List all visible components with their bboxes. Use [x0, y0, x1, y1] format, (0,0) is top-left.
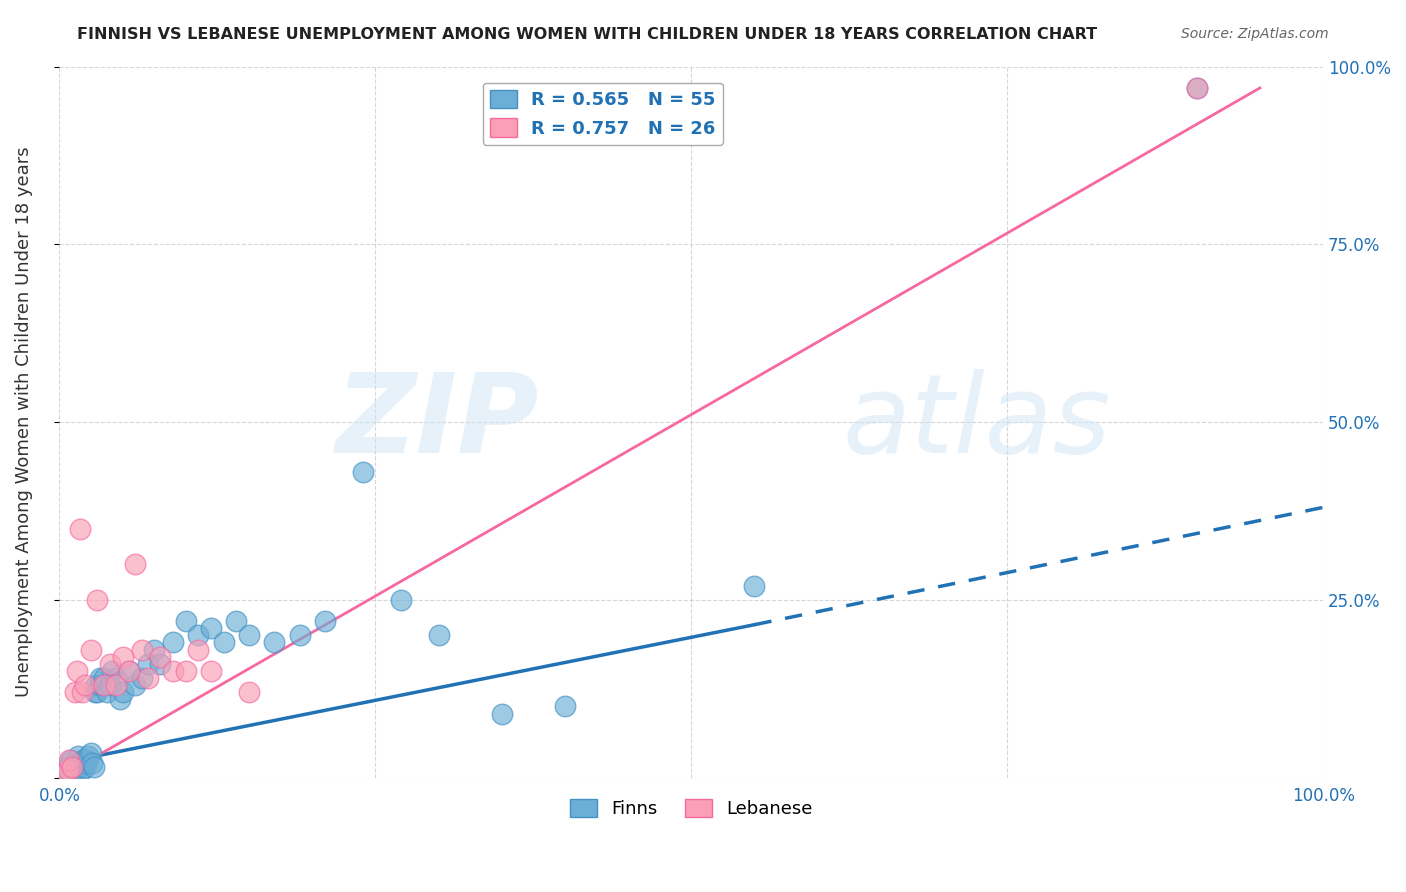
Point: [75, 756, 97, 771]
Point: [263, 635, 285, 649]
Point: [111, 649, 134, 664]
Point: [86, 685, 108, 699]
Point: [77, 749, 100, 764]
Point: [76, 753, 98, 767]
Point: [124, 678, 146, 692]
Point: [96, 685, 118, 699]
Point: [149, 657, 172, 671]
Point: [174, 614, 197, 628]
Point: [200, 664, 222, 678]
Point: [73, 678, 96, 692]
Legend: Finns, Lebanese: Finns, Lebanese: [562, 791, 820, 825]
Point: [1185, 81, 1208, 95]
Point: [314, 614, 336, 628]
Point: [59, 753, 82, 767]
Point: [187, 628, 209, 642]
Point: [131, 671, 153, 685]
Text: Source: ZipAtlas.com: Source: ZipAtlas.com: [1181, 27, 1329, 41]
Point: [89, 671, 111, 685]
Point: [58, 753, 80, 767]
Point: [389, 592, 412, 607]
Point: [101, 664, 124, 678]
Point: [124, 558, 146, 572]
Point: [744, 579, 766, 593]
Point: [72, 753, 94, 767]
Point: [66, 664, 89, 678]
Point: [69, 760, 91, 774]
Point: [55, 767, 77, 781]
Point: [108, 692, 131, 706]
Point: [83, 685, 105, 699]
Point: [69, 522, 91, 536]
Point: [352, 465, 374, 479]
Y-axis label: Unemployment Among Women with Children Under 18 years: Unemployment Among Women with Children U…: [15, 147, 32, 698]
Text: ZIP: ZIP: [336, 368, 540, 475]
Point: [80, 746, 103, 760]
Point: [149, 649, 172, 664]
Point: [83, 760, 105, 774]
Point: [84, 678, 107, 692]
Point: [65, 762, 87, 776]
Point: [70, 685, 93, 699]
Point: [58, 764, 80, 778]
Point: [55, 764, 77, 778]
Point: [225, 614, 247, 628]
Point: [63, 685, 86, 699]
Point: [58, 756, 80, 771]
Point: [238, 685, 260, 699]
Point: [174, 664, 197, 678]
Point: [80, 642, 103, 657]
Point: [82, 756, 104, 771]
Point: [118, 664, 141, 678]
Point: [200, 621, 222, 635]
Point: [1185, 81, 1208, 95]
Text: FINNISH VS LEBANESE UNEMPLOYMENT AMONG WOMEN WITH CHILDREN UNDER 18 YEARS CORREL: FINNISH VS LEBANESE UNEMPLOYMENT AMONG W…: [77, 27, 1098, 42]
Point: [136, 657, 159, 671]
Point: [111, 685, 134, 699]
Point: [491, 706, 513, 721]
Point: [105, 678, 128, 692]
Point: [67, 749, 90, 764]
Point: [70, 756, 93, 771]
Point: [58, 760, 80, 774]
Point: [131, 642, 153, 657]
Point: [554, 699, 576, 714]
Point: [105, 671, 128, 685]
Point: [60, 760, 83, 774]
Point: [238, 628, 260, 642]
Point: [162, 635, 184, 649]
Point: [136, 671, 159, 685]
Point: [212, 635, 235, 649]
Point: [98, 657, 121, 671]
Point: [427, 628, 450, 642]
Point: [187, 642, 209, 657]
Point: [162, 664, 184, 678]
Point: [143, 642, 166, 657]
Text: atlas: atlas: [844, 368, 1112, 475]
Point: [93, 678, 115, 692]
Point: [66, 757, 89, 772]
Point: [288, 628, 311, 642]
Point: [93, 671, 115, 685]
Point: [118, 664, 141, 678]
Point: [70, 764, 93, 778]
Point: [90, 678, 112, 692]
Point: [86, 592, 108, 607]
Point: [60, 767, 83, 781]
Point: [98, 678, 121, 692]
Point: [63, 764, 86, 779]
Point: [73, 760, 96, 774]
